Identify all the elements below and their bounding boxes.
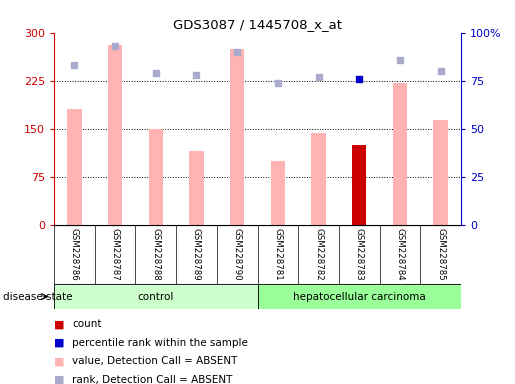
Bar [149,129,163,225]
Point [314,74,322,80]
Bar [271,161,285,225]
Bar [54,284,258,309]
Point [70,62,78,68]
Text: count: count [72,319,101,329]
Text: GSM228784: GSM228784 [396,228,404,280]
Text: GSM228782: GSM228782 [314,228,323,280]
Point [274,79,282,86]
Bar [190,151,203,225]
Bar [393,83,407,225]
Text: GSM228790: GSM228790 [233,228,242,280]
Text: GSM228789: GSM228789 [192,228,201,280]
Text: GSM228783: GSM228783 [355,228,364,280]
Title: GDS3087 / 1445708_x_at: GDS3087 / 1445708_x_at [173,18,342,31]
Text: percentile rank within the sample: percentile rank within the sample [72,338,248,348]
Text: hepatocellular carcinoma: hepatocellular carcinoma [293,291,425,302]
Text: disease state: disease state [3,291,72,302]
Point [233,49,241,55]
Point [192,72,200,78]
Text: ■: ■ [54,338,64,348]
Text: GSM228781: GSM228781 [273,228,282,280]
Text: control: control [138,291,174,302]
Text: value, Detection Call = ABSENT: value, Detection Call = ABSENT [72,356,237,366]
Bar [258,284,461,309]
Bar [434,120,448,225]
Point [396,56,404,63]
Bar [67,109,81,225]
Bar [312,133,325,225]
Text: GSM228787: GSM228787 [111,228,119,280]
Point [151,70,160,76]
Point [111,43,119,49]
Text: GSM228785: GSM228785 [436,228,445,280]
Text: rank, Detection Call = ABSENT: rank, Detection Call = ABSENT [72,375,232,384]
Text: ■: ■ [54,356,64,366]
Text: ■: ■ [54,319,64,329]
Bar [230,49,244,225]
Text: ■: ■ [54,375,64,384]
Bar [108,45,122,225]
Point [436,68,444,74]
Text: GSM228788: GSM228788 [151,228,160,280]
Text: GSM228786: GSM228786 [70,228,79,280]
Bar [352,145,366,225]
Point [355,76,363,82]
